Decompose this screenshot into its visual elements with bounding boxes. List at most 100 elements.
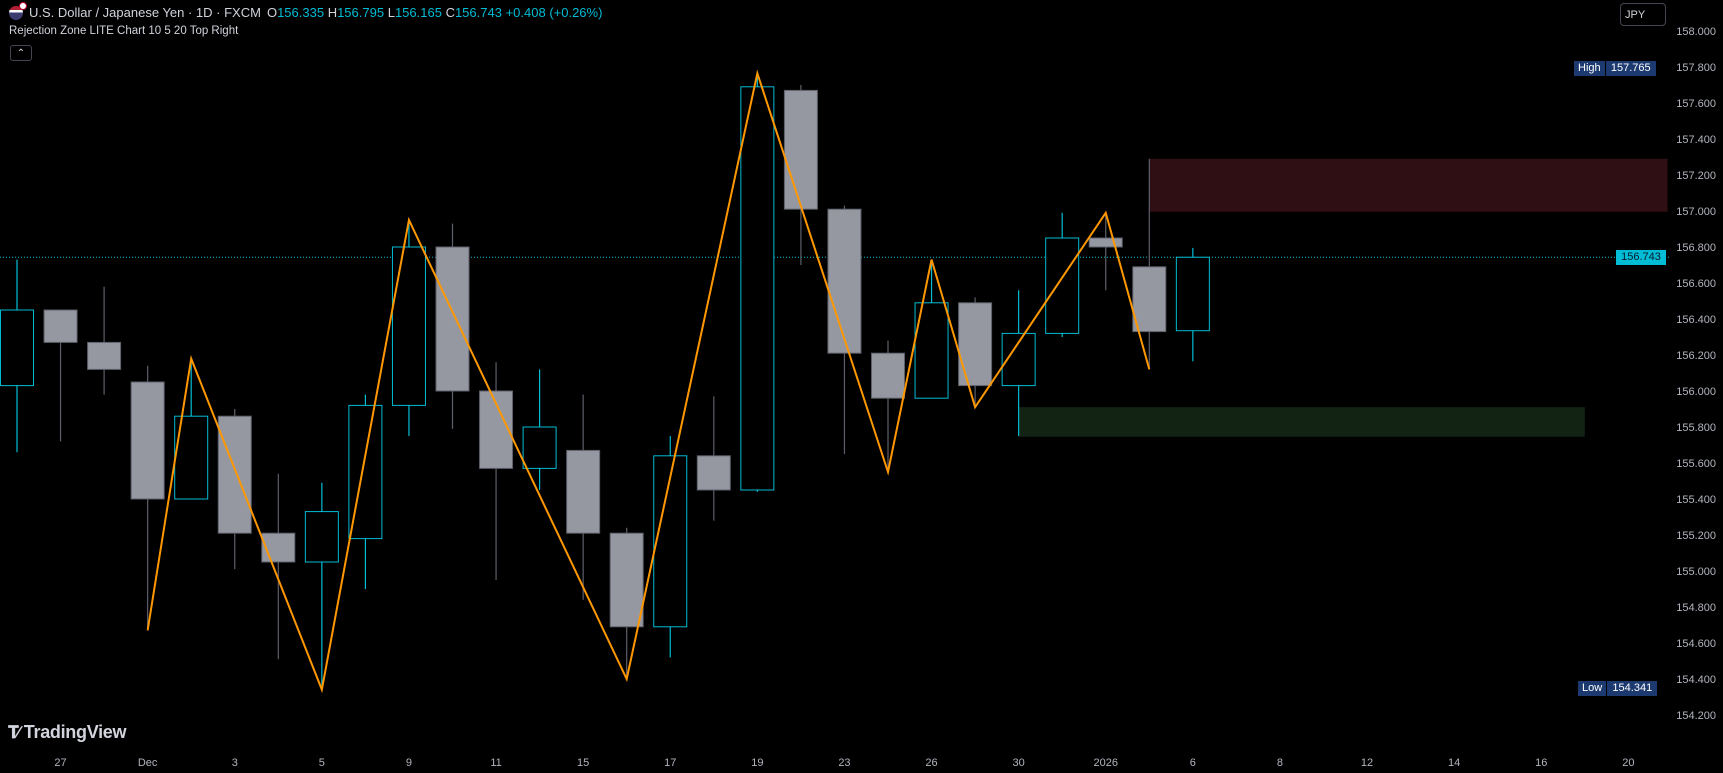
- candle-body: [1045, 237, 1080, 334]
- price-tick-label: 155.000: [1676, 566, 1716, 578]
- close-value: 156.743: [454, 5, 502, 20]
- candle: [391, 220, 426, 436]
- candle-body: [0, 309, 34, 387]
- candle: [0, 259, 34, 453]
- time-tick-label: 20: [1622, 757, 1634, 769]
- time-tick-label: 16: [1535, 757, 1547, 769]
- currency-button[interactable]: JPY: [1620, 3, 1666, 26]
- low-value: 156.165: [394, 5, 442, 20]
- low-price-tag: Low 154.341: [1578, 681, 1658, 696]
- price-tick-label: 157.600: [1676, 98, 1716, 110]
- candle: [871, 340, 905, 472]
- candle-body: [130, 381, 165, 500]
- time-tick-label: 3: [232, 757, 238, 769]
- time-tick-label: 2026: [1094, 757, 1118, 769]
- candle-body: [958, 302, 993, 387]
- candle-body: [1175, 256, 1210, 332]
- candle-body: [827, 208, 862, 354]
- candle-body: [914, 302, 949, 399]
- time-tick-label: 9: [406, 757, 412, 769]
- time-tick-label: 11: [490, 757, 501, 769]
- price-tick-label: 156.800: [1676, 242, 1716, 254]
- candle-body: [696, 455, 731, 491]
- price-tick-label: 154.800: [1676, 602, 1716, 614]
- low-tag-value: 154.341: [1607, 681, 1658, 696]
- candle: [740, 73, 775, 492]
- candle: [217, 409, 252, 570]
- high-value: 156.795: [337, 5, 385, 20]
- time-axis[interactable]: 27 Dec 3 5 9 11 15 17 19 23 26 30 2026 6 8 12 14 16 20: [54, 757, 1634, 769]
- price-axis[interactable]: 158.000 157.800 157.600 157.400 157.200 157.0…: [1676, 26, 1716, 722]
- symbol-title[interactable]: U.S. Dollar / Japanese Yen · 1D · FXCM: [29, 5, 261, 20]
- collapse-legend-button[interactable]: ⌃: [10, 45, 32, 61]
- candle: [479, 362, 514, 580]
- candle: [783, 85, 818, 265]
- candle: [653, 436, 688, 658]
- high-label: H: [327, 5, 338, 20]
- price-tick-label: 156.000: [1676, 386, 1716, 398]
- time-tick-label: Dec: [138, 757, 158, 769]
- support-zone: [1018, 407, 1585, 437]
- price-tick-label: 156.400: [1676, 314, 1716, 326]
- candle-body: [304, 511, 339, 563]
- candle: [261, 473, 296, 660]
- close-label: C: [445, 5, 455, 20]
- candle-body: [435, 246, 470, 392]
- tradingview-wordmark: TradingView: [23, 722, 127, 742]
- candle-body: [1088, 237, 1123, 248]
- candle-body: [217, 415, 252, 534]
- candle-body: [783, 89, 818, 210]
- high-tag-label: High: [1574, 61, 1605, 76]
- time-tick-label: 14: [1448, 757, 1460, 769]
- high-price-tag: High 157.765: [1574, 61, 1656, 76]
- time-tick-label: 17: [664, 757, 676, 769]
- price-tick-label: 157.800: [1676, 62, 1716, 74]
- candle-body: [43, 309, 78, 343]
- candle: [566, 394, 601, 600]
- time-tick-label: 26: [925, 757, 937, 769]
- indicator-legend[interactable]: Rejection Zone LITE Chart 10 5 20 Top Ri…: [9, 25, 239, 37]
- time-tick-label: 6: [1190, 757, 1196, 769]
- candle: [696, 396, 731, 521]
- chevron-up-icon: ⌃: [16, 48, 26, 59]
- time-tick-label: 19: [751, 757, 763, 769]
- candle: [609, 527, 644, 679]
- zigzag-line: [146, 69, 1151, 694]
- time-tick-label: 15: [577, 757, 589, 769]
- tradingview-logo[interactable]: 𝐓∕ TradingView: [8, 722, 127, 743]
- candle: [1045, 212, 1080, 337]
- candle-body: [871, 352, 905, 399]
- candle: [435, 223, 470, 429]
- candle: [522, 369, 557, 490]
- candle-body: [391, 246, 426, 406]
- price-tick-label: 156.200: [1676, 350, 1716, 362]
- candle-body: [522, 426, 557, 469]
- price-tick-label: 155.400: [1676, 494, 1716, 506]
- low-tag-label: Low: [1578, 681, 1607, 696]
- tradingview-logo-icon: 𝐓∕: [8, 722, 20, 742]
- price-tick-label: 157.000: [1676, 206, 1716, 218]
- candle: [43, 309, 78, 442]
- candle-body: [87, 341, 122, 370]
- price-tick-label: 155.200: [1676, 530, 1716, 542]
- price-tick-label: 157.200: [1676, 170, 1716, 182]
- candle: [1088, 212, 1123, 291]
- candles: [0, 73, 1210, 690]
- candle: [1132, 158, 1167, 370]
- candle: [87, 286, 122, 395]
- candle-body: [1132, 266, 1167, 333]
- price-tick-label: 154.600: [1676, 638, 1716, 650]
- time-tick-label: 5: [319, 757, 325, 769]
- symbol-legend[interactable]: U.S. Dollar / Japanese Yen · 1D · FXCM O…: [9, 1, 602, 20]
- time-tick-label: 30: [1013, 757, 1025, 769]
- resistance-zone: [1149, 158, 1668, 212]
- price-tick-label: 155.600: [1676, 458, 1716, 470]
- time-tick-label: 23: [838, 757, 850, 769]
- candle: [130, 365, 165, 631]
- price-tick-label: 156.600: [1676, 278, 1716, 290]
- rejection-zones: [1018, 158, 1668, 437]
- candle-body: [566, 449, 601, 534]
- open-value: 156.335: [277, 5, 325, 20]
- candle: [348, 394, 383, 589]
